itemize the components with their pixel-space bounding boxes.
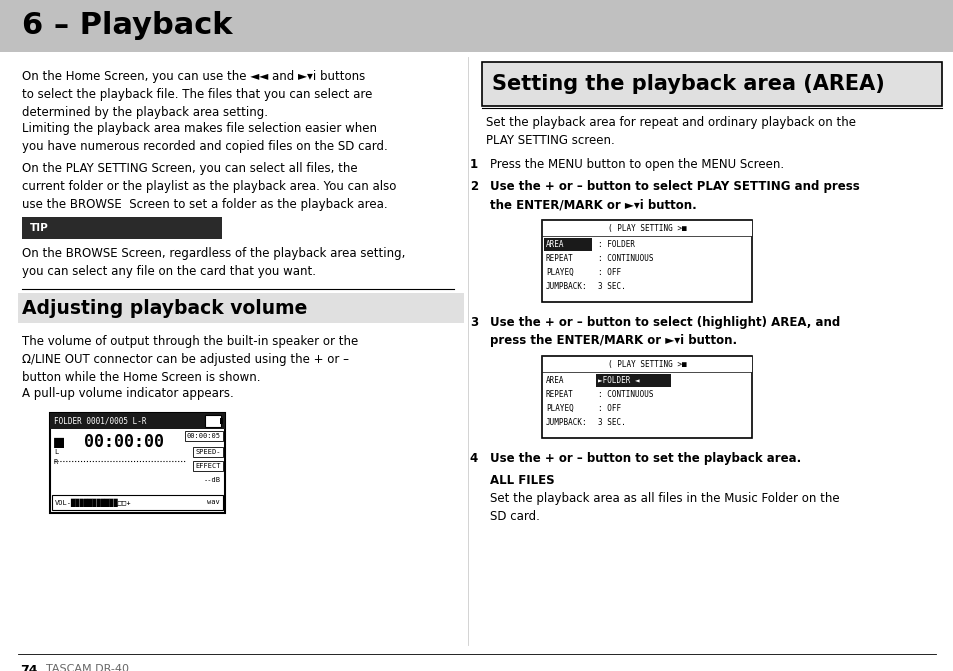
Text: Set the playback area as all files in the Music Folder on the
SD card.: Set the playback area as all files in th… <box>490 492 839 523</box>
Text: ■  00:00:00: ■ 00:00:00 <box>54 433 164 451</box>
Text: : OFF: : OFF <box>598 404 620 413</box>
Text: 00:00:05: 00:00:05 <box>187 433 221 439</box>
Text: 4: 4 <box>469 452 477 465</box>
Text: SPEED-: SPEED- <box>195 449 221 455</box>
Text: 3 SEC.: 3 SEC. <box>598 418 625 427</box>
Text: PLAYEQ: PLAYEQ <box>545 404 573 413</box>
Text: JUMPBACK:: JUMPBACK: <box>545 418 587 427</box>
Text: L: L <box>54 449 58 455</box>
Text: 3 SEC.: 3 SEC. <box>598 282 625 291</box>
Text: 74: 74 <box>20 664 37 671</box>
Text: VOL-███████████□□+: VOL-███████████□□+ <box>55 499 132 507</box>
Text: : FOLDER: : FOLDER <box>598 240 635 249</box>
Text: wav: wav <box>207 499 220 505</box>
Bar <box>50 413 225 429</box>
Text: AREA: AREA <box>545 376 564 385</box>
Text: On the Home Screen, you can use the ◄◄ and ►▾i buttons
to select the playback fi: On the Home Screen, you can use the ◄◄ a… <box>22 70 372 119</box>
Text: Press the MENU button to open the MENU Screen.: Press the MENU button to open the MENU S… <box>490 158 783 171</box>
Bar <box>205 415 221 427</box>
Text: FOLDER 0001/0005 L-R: FOLDER 0001/0005 L-R <box>54 417 147 425</box>
Bar <box>541 220 751 236</box>
Text: Set the playback area for repeat and ordinary playback on the
PLAY SETTING scree: Set the playback area for repeat and ord… <box>485 116 855 147</box>
Text: 1: 1 <box>470 158 477 171</box>
Text: : CONTINUOUS: : CONTINUOUS <box>598 390 653 399</box>
Text: REPEAT: REPEAT <box>545 254 573 263</box>
Bar <box>481 62 941 106</box>
Text: REPEAT: REPEAT <box>545 390 573 399</box>
Text: EFFECT: EFFECT <box>195 463 221 469</box>
Text: TASCAM DR-40: TASCAM DR-40 <box>46 664 129 671</box>
Bar <box>220 418 223 424</box>
Text: The volume of output through the built-in speaker or the
Ω/LINE OUT connector ca: The volume of output through the built-i… <box>22 335 358 384</box>
Text: On the PLAY SETTING Screen, you can select all files, the
current folder or the : On the PLAY SETTING Screen, you can sele… <box>22 162 395 211</box>
Text: A pull-up volume indicator appears.: A pull-up volume indicator appears. <box>22 387 233 400</box>
Text: AREA: AREA <box>545 240 564 249</box>
Text: 2: 2 <box>470 180 477 193</box>
Text: ALL FILES: ALL FILES <box>490 474 554 487</box>
Text: 3: 3 <box>470 316 477 329</box>
Text: ( PLAY SETTING >■: ( PLAY SETTING >■ <box>607 223 685 232</box>
Text: On the BROWSE Screen, regardless of the playback area setting,
you can select an: On the BROWSE Screen, regardless of the … <box>22 247 405 278</box>
Bar <box>0 0 953 52</box>
Text: TIP: TIP <box>30 223 49 233</box>
Text: R: R <box>54 459 58 465</box>
Text: : OFF: : OFF <box>598 268 620 277</box>
Bar <box>18 293 463 323</box>
Text: Use the + or – button to select PLAY SETTING and press
the ENTER/MARK or ►▾i but: Use the + or – button to select PLAY SET… <box>490 180 859 211</box>
Text: Use the + or – button to set the playback area.: Use the + or – button to set the playbac… <box>490 452 801 465</box>
Text: : CONTINUOUS: : CONTINUOUS <box>598 254 653 263</box>
Bar <box>541 356 751 438</box>
Text: ( PLAY SETTING >■: ( PLAY SETTING >■ <box>607 360 685 368</box>
Bar <box>52 495 223 510</box>
Text: Adjusting playback volume: Adjusting playback volume <box>22 299 307 317</box>
Bar <box>543 238 592 251</box>
Text: Use the + or – button to select (highlight) AREA, and
press the ENTER/MARK or ►▾: Use the + or – button to select (highlig… <box>490 316 840 347</box>
Text: 6 – Playback: 6 – Playback <box>22 11 233 40</box>
Text: ►FOLDER ◄: ►FOLDER ◄ <box>598 376 639 385</box>
Bar <box>50 413 225 513</box>
Bar <box>541 356 751 372</box>
Bar <box>596 374 670 387</box>
Bar <box>541 220 751 302</box>
Text: Setting the playback area (AREA): Setting the playback area (AREA) <box>492 74 883 94</box>
Text: --dB: --dB <box>204 477 221 483</box>
Text: PLAYEQ: PLAYEQ <box>545 268 573 277</box>
Text: JUMPBACK:: JUMPBACK: <box>545 282 587 291</box>
Text: Limiting the playback area makes file selection easier when
you have numerous re: Limiting the playback area makes file se… <box>22 122 387 153</box>
Bar <box>22 217 222 239</box>
